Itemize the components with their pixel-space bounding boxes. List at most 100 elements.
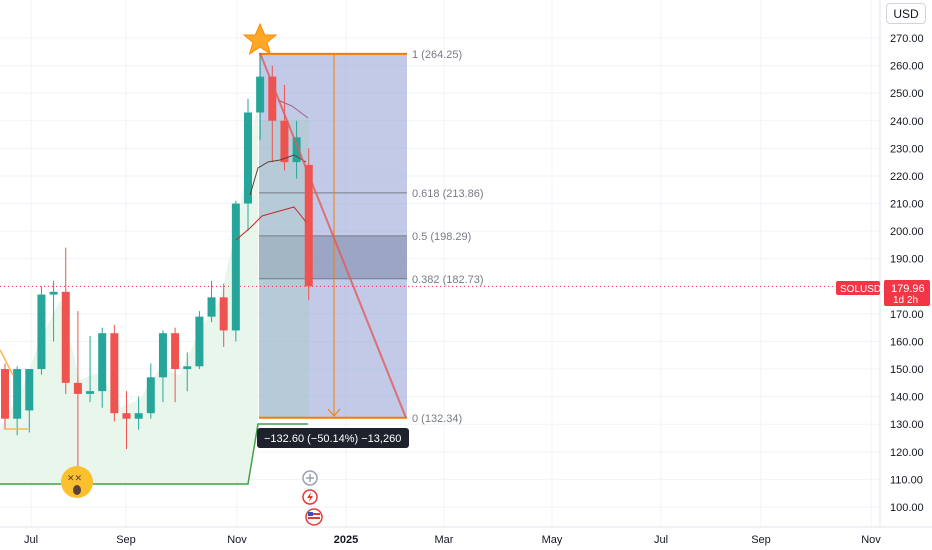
price-tick-label: 220.00: [890, 171, 924, 183]
time-tick-label: Jul: [654, 534, 668, 546]
price-tick-label: 110.00: [890, 474, 923, 486]
price-tick-label: 170.00: [890, 309, 924, 321]
candle: [244, 98, 252, 232]
candle-body: [61, 291, 70, 383]
candles: [1, 54, 313, 480]
candle-body: [25, 369, 34, 411]
fib-retracement[interactable]: 1 (264.25) 0.618 (213.86) 0.5 (198.29) 0.38…: [259, 49, 484, 425]
measure-arrow-head: [327, 408, 341, 417]
candle: [1, 363, 9, 430]
svg-text:SOLUSD: SOLUSD: [840, 284, 881, 295]
candle-body: [1, 369, 9, 419]
price-tick-label: 120.00: [890, 447, 924, 459]
candle: [37, 286, 46, 375]
lightning-icon[interactable]: [302, 489, 318, 505]
candle-body: [292, 137, 301, 163]
time-axis[interactable]: Jul Sep Nov 2025 Mar May Jul Sep Nov: [0, 526, 932, 546]
fib-level-label: 0 (132.34): [412, 413, 462, 425]
currency-button[interactable]: USD: [886, 3, 926, 24]
diagonal-trend-line[interactable]: [259, 52, 407, 419]
price-tick-label: 100.00: [890, 502, 924, 514]
candle-body: [183, 366, 192, 370]
price-tick-label: 260.00: [890, 61, 924, 73]
candle-body: [98, 333, 107, 392]
candle: [73, 311, 82, 480]
support-area-fill: [0, 105, 258, 484]
candle: [146, 363, 155, 419]
us-flag-icon[interactable]: [305, 508, 323, 526]
time-tick-label: Jul: [24, 534, 38, 546]
candle: [195, 311, 204, 370]
candle-body: [280, 120, 289, 163]
candle: [110, 324, 119, 422]
candle-body: [134, 413, 143, 419]
candle: [13, 366, 22, 436]
price-tick-label: 240.00: [890, 116, 924, 128]
plus-circle-icon[interactable]: [302, 470, 318, 486]
price-tick-label: 210.00: [890, 199, 924, 211]
price-scale[interactable]: 270.00 260.00 250.00 240.00 230.00 220.00 210.…: [879, 0, 924, 527]
candle: [183, 352, 192, 392]
support-line: [0, 423, 308, 485]
fib-level-label: 0.5 (198.29): [412, 231, 471, 243]
candle: [25, 369, 34, 433]
svg-text:179.96: 179.96: [891, 283, 925, 295]
candle: [231, 200, 240, 342]
candle-body: [122, 413, 131, 419]
candle: [61, 247, 70, 394]
candle: [304, 148, 313, 301]
svg-text:−132.60 (−50.14%) −13,260: −132.60 (−50.14%) −13,260: [264, 433, 401, 445]
candle-body: [13, 369, 22, 419]
time-tick-label: Nov: [227, 534, 247, 546]
moving-average-dark: [249, 154, 307, 196]
candle: [207, 280, 216, 323]
price-tick-label: 190.00: [890, 254, 924, 266]
time-tick-label: Sep: [116, 534, 136, 546]
candle: [292, 120, 301, 179]
time-tick-label: 2025: [334, 534, 358, 546]
price-tick-label: 200.00: [890, 226, 924, 238]
candle-body: [244, 112, 252, 204]
dead-face-emoji-icon[interactable]: ✕✕: [61, 466, 93, 498]
candle-body: [146, 377, 155, 414]
candle-body: [49, 291, 58, 295]
price-tick-label: 230.00: [890, 143, 924, 155]
candle-body: [268, 76, 277, 121]
candle-body: [219, 297, 228, 331]
candle-body: [37, 294, 46, 370]
star-icon[interactable]: [242, 22, 278, 56]
fib-level-label: 0.618 (213.86): [412, 188, 484, 200]
candle: [256, 54, 265, 141]
candle-body: [231, 203, 240, 331]
price-tick-label: 250.00: [890, 88, 924, 100]
candle-body: [86, 391, 95, 394]
fib-zone-382-500: [259, 236, 407, 279]
price-tick-label: 160.00: [890, 336, 924, 348]
candle-body: [110, 333, 119, 414]
candle-body: [256, 76, 265, 113]
candle-body: [207, 297, 216, 317]
fib-level-label: 0.382 (182.73): [412, 274, 484, 286]
candle-body: [304, 164, 313, 287]
price-tick-label: 130.00: [890, 419, 924, 431]
price-tick-label: 140.00: [890, 392, 924, 404]
time-tick-label: May: [542, 534, 563, 546]
grid-lines: [0, 0, 880, 527]
trend-line-left: [0, 349, 14, 376]
svg-text:1d 2h: 1d 2h: [893, 295, 918, 306]
price-tick-label: 150.00: [890, 364, 924, 376]
candle: [134, 396, 143, 430]
candle: [158, 330, 167, 403]
candle: [49, 280, 58, 342]
symbol-badge: SOLUSD 179.96 1d 2h: [836, 280, 930, 306]
time-tick-label: Sep: [751, 534, 771, 546]
candle-body: [195, 316, 204, 367]
measure-label: −132.60 (−50.14%) −13,260: [257, 428, 409, 448]
candle: [86, 335, 95, 403]
moving-average-mauve: [277, 99, 309, 119]
candle: [280, 84, 289, 171]
candle-body: [73, 382, 82, 394]
candle: [219, 283, 228, 347]
candle-body: [158, 333, 167, 378]
